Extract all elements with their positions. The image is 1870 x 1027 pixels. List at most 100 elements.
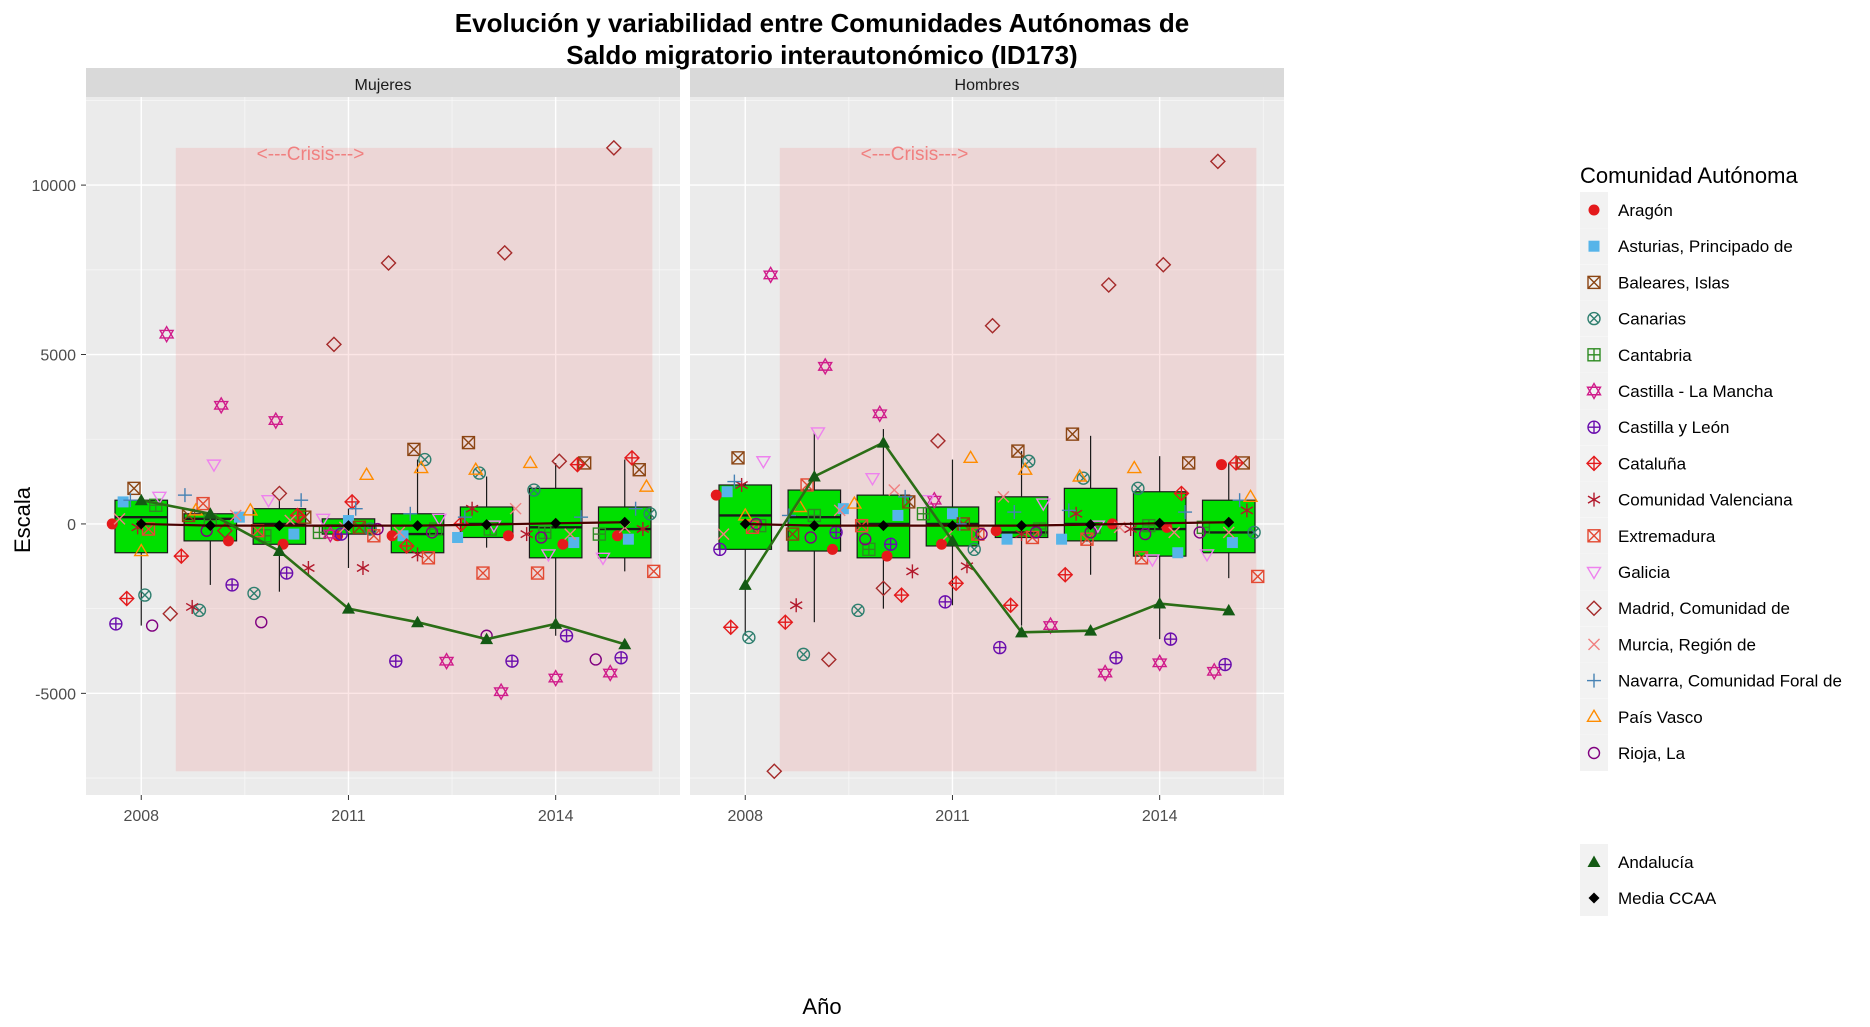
- point-4-2008-stroke: [744, 632, 754, 643]
- point-16-2015: [589, 653, 602, 666]
- point-11-2015-outline: [1199, 549, 1215, 563]
- media-point-2010-fill: [877, 520, 889, 532]
- point-3-2009: [785, 527, 800, 541]
- point-3-2008-stroke: [127, 481, 141, 495]
- point-13-2014: [564, 528, 577, 541]
- legend-key: [1588, 204, 1600, 216]
- point-16-2011: [975, 527, 988, 541]
- point-10-2011: [971, 527, 985, 541]
- point-4-2008: [138, 588, 152, 602]
- point-6-2010-tri-up: [268, 411, 284, 426]
- legend-label: Andalucía: [1618, 853, 1694, 872]
- point-6-2009-tri-down: [817, 361, 833, 376]
- point-1-2012: [990, 525, 1002, 537]
- legend-label: Baleares, Islas: [1618, 273, 1730, 292]
- point-10-2013: [476, 566, 490, 580]
- legend-item: País Vasco: [1580, 698, 1703, 735]
- media-point-2009-fill: [204, 520, 216, 532]
- point-16-2011-outline: [975, 527, 988, 541]
- point-10-2015: [1251, 569, 1265, 584]
- legend-key-outline: [1586, 566, 1602, 580]
- point-12-2014-outline: [1155, 256, 1172, 273]
- legend-key-bg: [1580, 735, 1608, 771]
- point-5-2011: [916, 507, 931, 521]
- point-15-2008-outline: [133, 543, 149, 557]
- point-6-2011-tri-down: [322, 529, 339, 543]
- point-16-2014-outline: [1138, 527, 1152, 541]
- point-8-2014: [1173, 485, 1190, 502]
- legend-label: Asturias, Principado de: [1618, 237, 1793, 256]
- point-14-2009: [177, 488, 192, 503]
- point-8-2012: [1002, 597, 1019, 614]
- point-15-2013: [1071, 468, 1088, 482]
- point-13-2009-stroke: [229, 509, 242, 522]
- point-4-2014-stroke: [529, 485, 539, 495]
- point-12-2015-outline: [1209, 153, 1226, 170]
- point-11-2009-outline: [810, 427, 826, 441]
- point-9-2008-stroke: [735, 480, 748, 490]
- point-11-2008: [755, 456, 772, 470]
- point-1-2014-fill: [1161, 521, 1173, 533]
- point-3-2010-outline: [902, 495, 916, 509]
- legend-key-tri-up: [1586, 382, 1602, 396]
- point-6-2010-tri-up: [872, 404, 888, 419]
- point-11-2015: [1199, 549, 1215, 563]
- point-2-2013: [452, 531, 464, 543]
- media-line: [141, 521, 625, 527]
- point-4-2012-outline: [1022, 454, 1036, 468]
- point-10-2011-outline: [971, 527, 985, 541]
- point-9-2014-stroke: [520, 529, 534, 539]
- point-3-2008-outline: [127, 481, 141, 496]
- point-3-2014-outline: [577, 456, 592, 470]
- point-13-2012: [393, 526, 406, 539]
- legend-item-summary: Andalucía: [1580, 844, 1694, 880]
- point-6-2012-tri-up: [1042, 616, 1059, 631]
- point-7-2010: [883, 537, 898, 551]
- andalucia-point-2012: [1015, 625, 1029, 638]
- point-4-2012-outline: [418, 452, 432, 467]
- point-10-2015-stroke: [647, 564, 661, 578]
- legend-label: Navarra, Comunidad Foral de: [1618, 672, 1842, 691]
- point-1-2009-fill: [826, 543, 838, 555]
- point-3-2010-outline: [298, 510, 312, 524]
- point-15-2008: [133, 543, 149, 557]
- point-13-2015: [1222, 526, 1235, 539]
- crisis-label: <---Crisis--->: [257, 144, 365, 165]
- legend-key: [1587, 492, 1601, 507]
- legend-label: Comunidad Valenciana: [1618, 491, 1793, 510]
- point-8-2011: [948, 575, 965, 592]
- point-3-2011-outline: [352, 520, 367, 535]
- point-2-2010-fill: [288, 528, 300, 540]
- media-line: [745, 521, 1229, 527]
- legend-key-bg: [1580, 554, 1608, 590]
- legend-key-bg: [1580, 373, 1608, 409]
- legend-label: Galicia: [1618, 563, 1671, 582]
- point-12-2012: [984, 317, 1001, 334]
- point-6-2014-tri-up: [547, 669, 564, 683]
- point-6-2014-tri-down: [547, 673, 564, 688]
- point-6-2010-tri-down: [872, 409, 888, 423]
- point-7-2011: [334, 527, 348, 541]
- point-3-2009-stroke: [786, 527, 800, 541]
- point-15-2013: [467, 461, 484, 475]
- point-10-2013-stroke: [476, 566, 490, 580]
- point-8-2015: [624, 449, 640, 466]
- media-point-2013: [481, 519, 493, 531]
- point-4-2010-outline: [247, 586, 261, 601]
- media-point-2013: [1085, 519, 1097, 531]
- point-4-2008-outline: [138, 588, 152, 602]
- point-7-2015: [1218, 657, 1232, 672]
- point-15-2014: [522, 455, 539, 469]
- andalucia-point-2014-fill: [549, 617, 563, 629]
- point-12-2009-outline: [820, 651, 837, 668]
- point-15-2010-outline: [242, 502, 259, 516]
- point-15-2011-outline: [962, 449, 979, 464]
- andalucia-point-2012: [411, 615, 425, 628]
- legend-key: [1587, 855, 1601, 867]
- point-13-2012-stroke: [393, 526, 406, 539]
- legend-item: Castilla - La Mancha: [1580, 373, 1774, 409]
- point-6-2009-tri-down: [213, 400, 229, 415]
- panel-background: [690, 97, 1284, 795]
- point-6-2013-tri-up: [493, 682, 509, 697]
- andalucia-point-2015-fill: [618, 637, 632, 650]
